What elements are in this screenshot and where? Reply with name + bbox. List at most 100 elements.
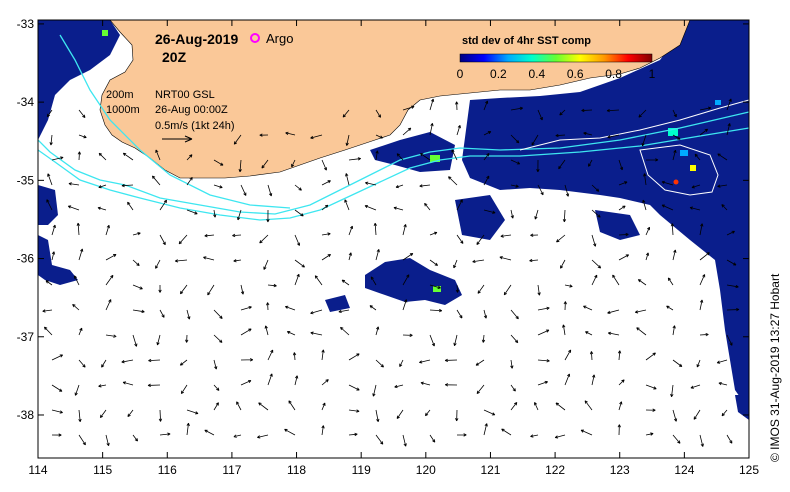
- current-vector-arrow: [344, 199, 350, 211]
- current-vector-arrow: [429, 123, 434, 136]
- current-vector-arrow: [127, 409, 134, 418]
- current-vector-arrow: [645, 408, 656, 412]
- current-vector-arrow: [475, 359, 485, 366]
- current-vector-arrow: [483, 209, 496, 214]
- map-time-title: 20Z: [162, 49, 187, 65]
- current-vector-arrow: [483, 423, 488, 436]
- current-vector-arrow: [645, 352, 656, 361]
- colorbar-tick-label: 0.4: [528, 67, 545, 81]
- current-vector-arrow: [263, 259, 269, 270]
- current-vector-arrow: [555, 402, 566, 411]
- current-vector-arrow: [718, 381, 728, 386]
- current-vector-arrow: [456, 234, 464, 244]
- y-axis-tick-label: -35: [17, 173, 35, 187]
- current-vector-arrow: [429, 308, 443, 313]
- current-vector-arrow: [645, 226, 651, 236]
- current-vector-arrow: [672, 409, 678, 422]
- current-vector-arrow: [51, 409, 63, 414]
- current-vector-arrow: [699, 274, 706, 286]
- current-vector-arrow: [483, 175, 490, 186]
- current-vector-arrow: [562, 209, 567, 223]
- current-vector-arrow: [584, 400, 593, 411]
- current-vector-arrow: [429, 259, 439, 266]
- current-vector-arrow: [321, 349, 325, 361]
- sst-hotspot-1: [430, 155, 440, 162]
- current-vector-arrow: [375, 434, 384, 445]
- current-vector-arrow: [420, 153, 431, 161]
- current-vector-arrow: [501, 428, 512, 436]
- current-vector-arrow: [159, 432, 171, 436]
- x-axis-tick-label: 114: [28, 463, 47, 477]
- current-vector-arrow: [372, 384, 377, 397]
- current-vector-arrow: [49, 134, 53, 146]
- current-vector-arrow: [78, 248, 84, 261]
- x-axis-tick-label: 119: [352, 463, 371, 477]
- current-vector-arrow: [285, 131, 296, 136]
- current-vector-arrow: [348, 157, 361, 161]
- current-vector-arrow: [321, 159, 327, 171]
- current-vector-arrow: [174, 259, 188, 263]
- current-vector-arrow: [483, 131, 492, 136]
- current-vector-arrow: [284, 305, 296, 311]
- current-vector-arrow: [564, 184, 570, 197]
- sst-hotspot-3: [668, 128, 678, 136]
- current-vector-arrow: [321, 379, 329, 386]
- current-vector-arrow: [373, 222, 377, 236]
- current-vector-arrow: [691, 184, 701, 189]
- current-vector-arrow: [395, 184, 404, 189]
- current-vector-arrow: [588, 159, 593, 167]
- current-vector-arrow: [186, 154, 193, 161]
- current-vector-arrow: [46, 199, 53, 211]
- current-vector-arrow: [726, 434, 733, 444]
- current-vector-arrow: [98, 384, 107, 388]
- current-vector-arrow: [101, 359, 107, 368]
- current-vector-arrow: [375, 359, 384, 368]
- sst-hotspot-4: [680, 150, 688, 156]
- current-vector-arrow: [294, 209, 304, 217]
- current-vector-arrow: [98, 152, 107, 161]
- x-axis-tick-label: 125: [739, 463, 759, 477]
- current-vector-arrow: [607, 309, 620, 315]
- current-vector-arrow: [672, 359, 683, 368]
- current-vector-arrow: [375, 150, 379, 161]
- current-vector-arrow: [204, 429, 215, 436]
- current-vector-arrow: [159, 199, 167, 211]
- current-vector-arrow: [607, 331, 620, 336]
- current-vector-arrow: [240, 305, 252, 311]
- current-vector-arrow: [726, 307, 740, 312]
- argo-legend-label: Argo: [266, 31, 293, 46]
- current-vector-arrow: [699, 332, 709, 337]
- current-vector-arrow: [46, 109, 53, 118]
- current-vector-arrow: [556, 234, 566, 243]
- map-date-title: 26-Aug-2019: [155, 31, 238, 47]
- current-vector-arrow: [340, 326, 350, 336]
- sst-hotspot-6: [715, 100, 721, 105]
- current-vector-arrow: [45, 280, 53, 286]
- current-source-label: NRT00 GSL: [155, 89, 215, 101]
- plot-frame: [37, 19, 750, 459]
- current-vector-arrow: [531, 134, 539, 146]
- current-vector-arrow: [537, 284, 541, 296]
- current-vector-arrow: [155, 259, 161, 269]
- current-vector-arrow: [375, 249, 380, 261]
- current-vector-arrow: [607, 134, 620, 139]
- current-vector-arrow: [375, 326, 380, 336]
- current-vector-arrow: [455, 284, 460, 293]
- current-vector-arrow: [393, 206, 404, 211]
- current-vector-arrow: [294, 234, 301, 246]
- current-vector-arrow: [348, 432, 358, 437]
- current-vector-arrow: [394, 384, 404, 389]
- current-vector-arrow: [429, 284, 441, 289]
- x-axis-tick-label: 117: [222, 463, 241, 477]
- current-vector-arrow: [424, 409, 431, 417]
- x-axis-tick-label: 121: [480, 463, 500, 477]
- y-axis-tick-label: -36: [17, 252, 35, 266]
- current-vector-arrow: [185, 334, 189, 343]
- current-vector-arrow: [51, 354, 64, 361]
- sst-hotspot-5: [690, 165, 696, 171]
- current-vector-arrow: [267, 283, 277, 288]
- current-vector-arrow: [348, 252, 352, 261]
- current-vector-arrow: [121, 359, 134, 364]
- current-vector-arrow: [310, 309, 323, 315]
- sst-hotspot-7: [102, 30, 108, 36]
